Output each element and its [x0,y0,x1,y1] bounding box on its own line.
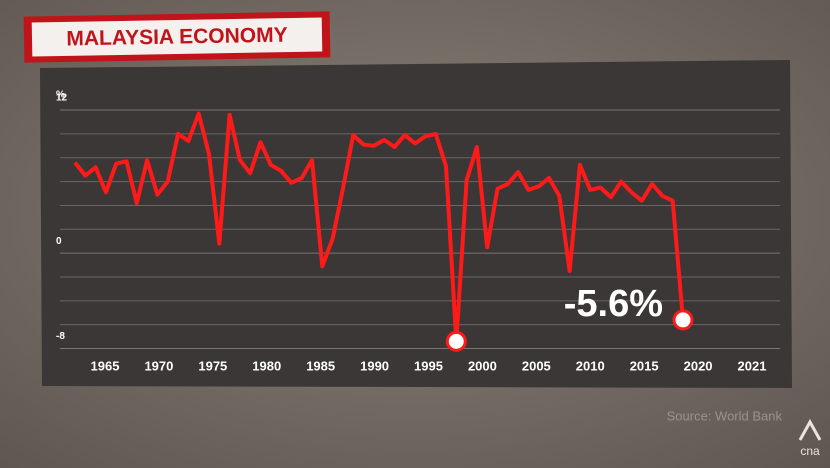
x-tick-label: 1965 [91,358,120,373]
logo: cna [800,444,820,458]
x-tick-label: 2010 [576,358,605,373]
highlight-point [445,330,467,352]
chart-title: MALAYSIA ECONOMY [66,24,288,51]
x-tick-label: 1980 [252,358,281,373]
x-tick-label: 2005 [522,358,551,373]
chart-panel [40,60,792,388]
y-tick-label: -8 [56,331,65,342]
x-tick-label: 1970 [144,358,173,373]
title-inner [31,17,323,57]
value-label: -5.6% [564,283,663,325]
source: Source: World Bank [667,408,783,423]
highlight-point [672,309,694,331]
x-tick-label: 2015 [630,358,659,373]
x-tick-label: 1985 [306,358,335,373]
x-tick-label: 1975 [198,358,227,373]
logo-mark [798,418,822,441]
x-tick-label: 2021 [738,358,767,373]
x-tick-label: 1995 [414,358,443,373]
x-tick-label: 2020 [684,358,713,373]
plot: -8 0 12 1965 1970 1975 1980 1985 1990 1995 2000 200… [56,93,780,373]
y-unit: % [56,90,65,101]
title-box: MALAYSIA ECONOMY [23,11,331,63]
x-tick-label: 1990 [360,358,389,373]
x-tick-label: 2000 [468,358,497,373]
y-tick-label: 12 [56,93,68,104]
y-tick-label: 0 [56,236,62,247]
data-line [73,111,685,344]
